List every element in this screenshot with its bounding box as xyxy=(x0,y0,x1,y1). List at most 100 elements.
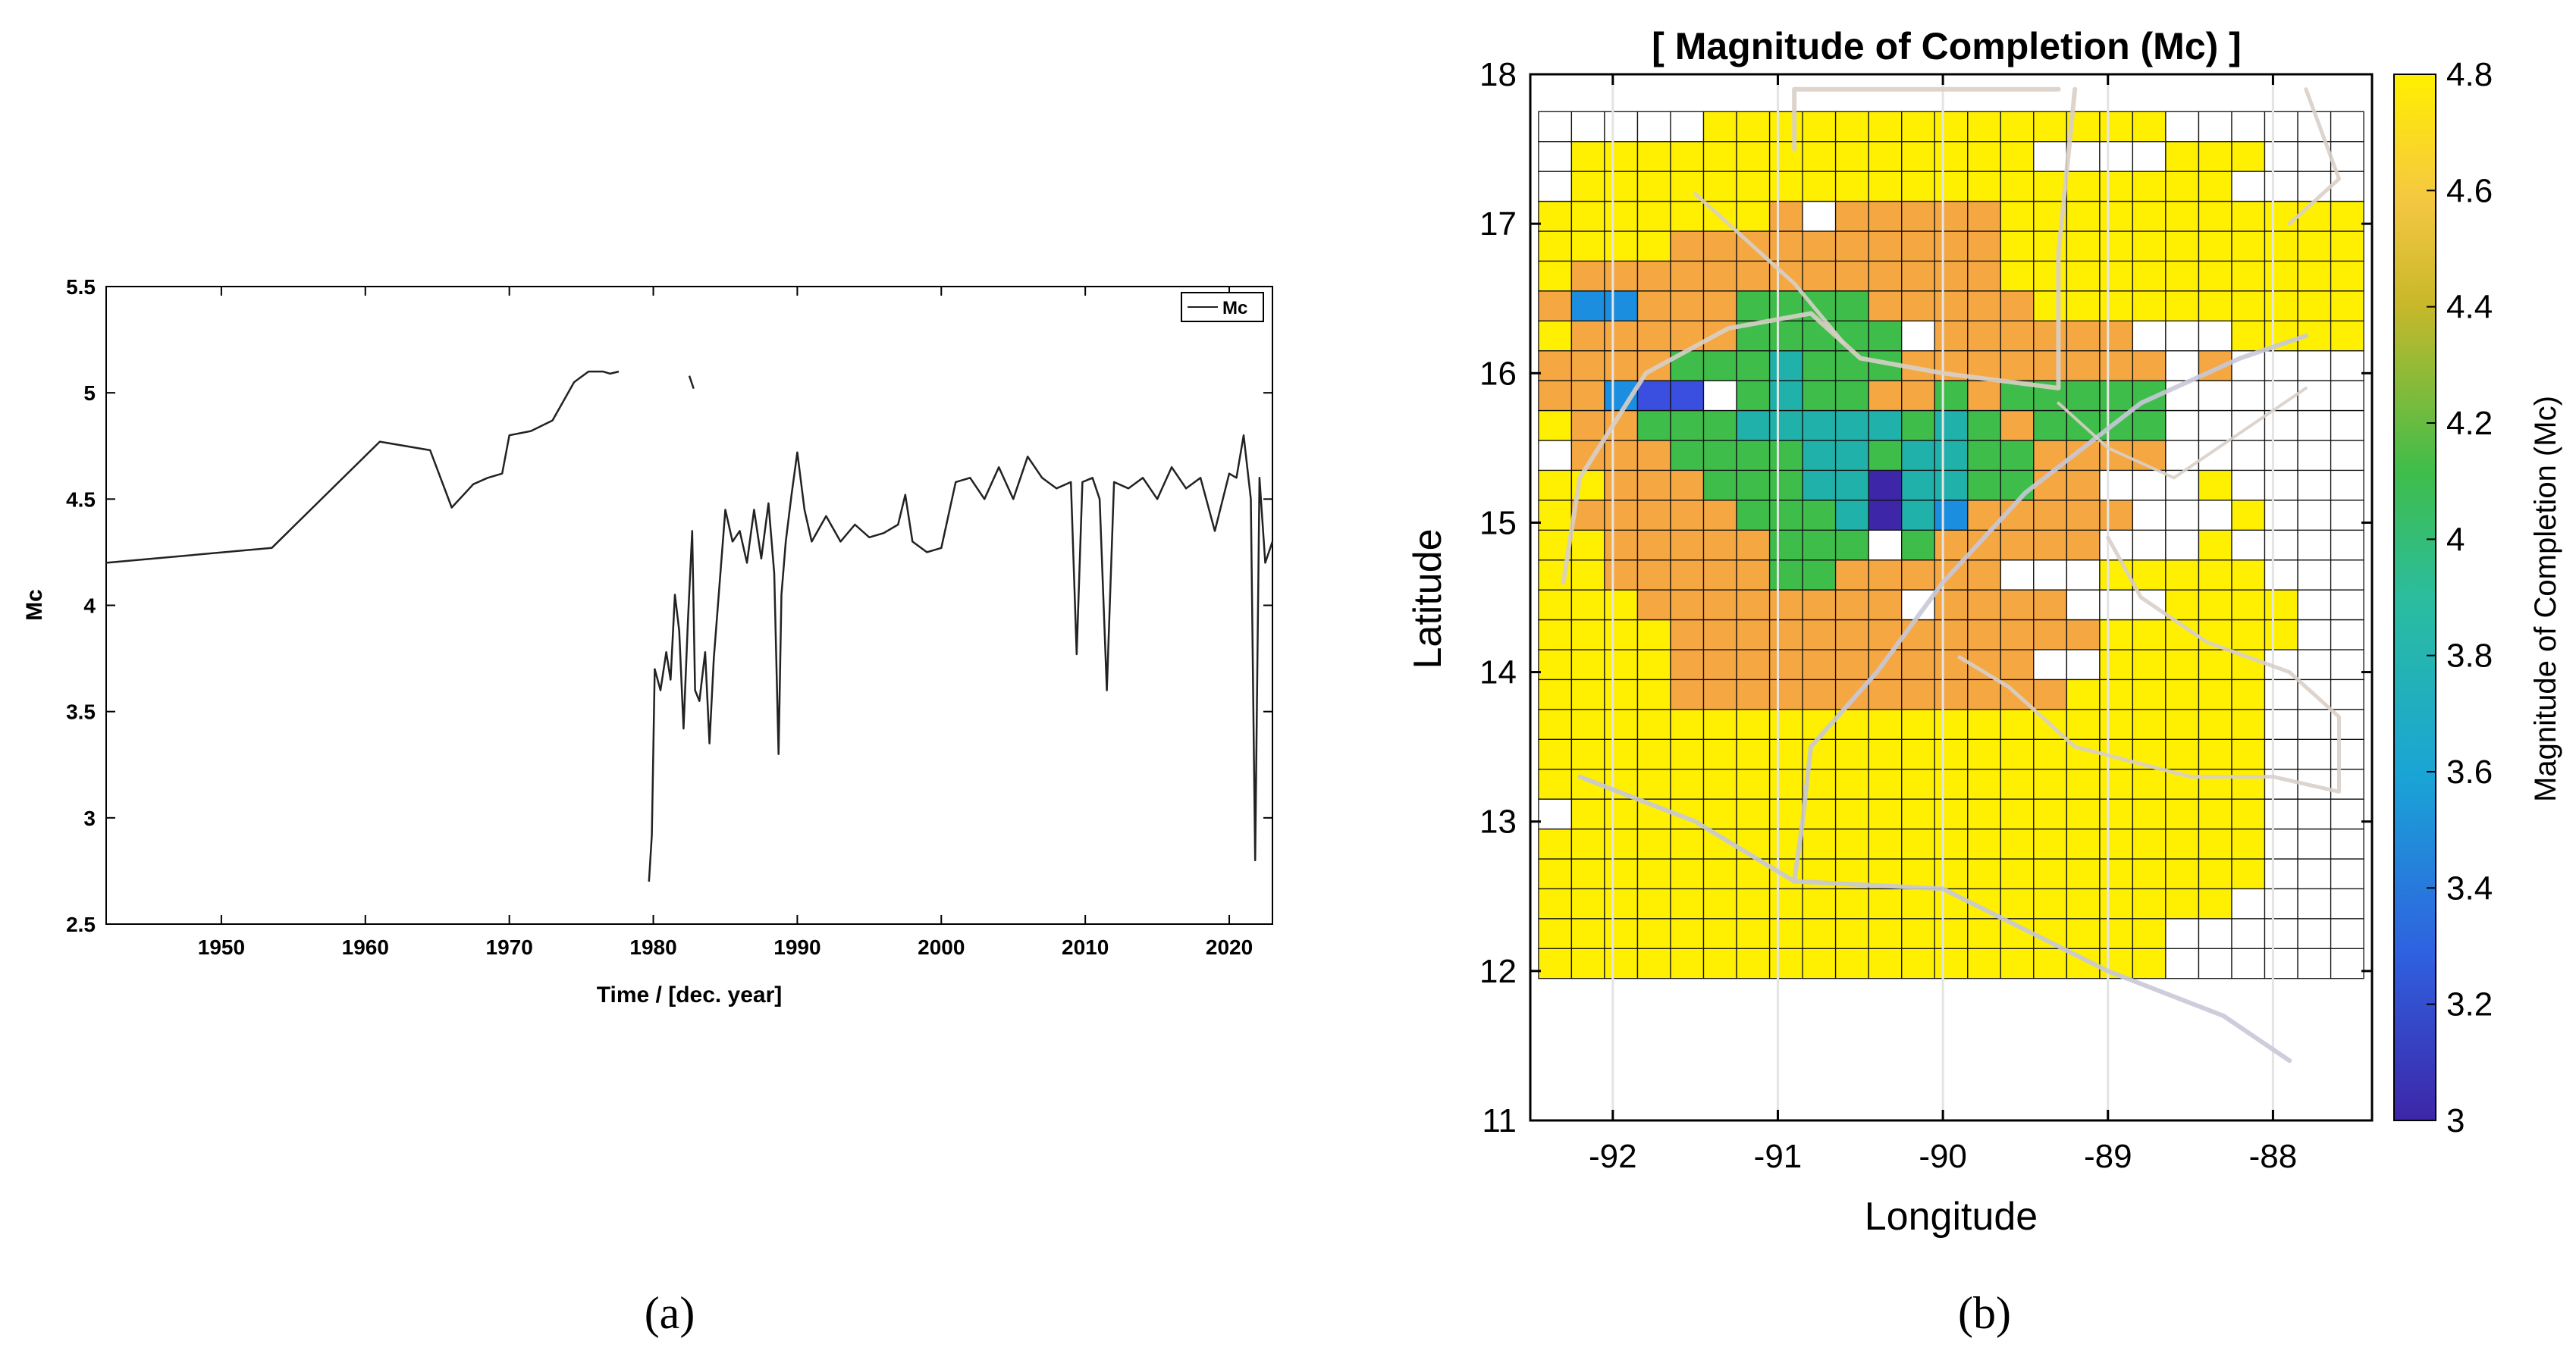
mc-grid-cell xyxy=(1538,200,1573,232)
mc-grid-cell xyxy=(1868,709,1903,740)
mc-grid-cell xyxy=(2330,500,2364,531)
mc-grid-cell xyxy=(2264,828,2298,860)
y-tick-label: 18 xyxy=(1479,56,1517,93)
mc-grid-cell xyxy=(1636,111,1671,143)
colorbar-tick-label: 3.4 xyxy=(2446,870,2493,907)
mc-grid-cell xyxy=(2165,230,2200,262)
mc-grid-cell xyxy=(2099,380,2134,412)
mc-grid-cell xyxy=(1538,500,1573,531)
mc-grid-cell xyxy=(1834,260,1869,292)
mc-grid-cell xyxy=(1802,828,1837,860)
mc-grid-cell xyxy=(1768,171,1803,202)
mc-grid-cell xyxy=(2231,469,2266,501)
mc-grid-cell xyxy=(2198,649,2232,681)
x-tick-label: 2000 xyxy=(918,935,965,959)
mc-grid-cell xyxy=(2132,678,2167,710)
mc-grid-cell xyxy=(2264,559,2298,591)
mc-grid-cell xyxy=(2132,111,2167,143)
mc-line-segment xyxy=(648,434,1274,882)
mc-grid-cell xyxy=(1702,111,1737,143)
mc-grid-cell xyxy=(2330,440,2364,472)
mc-grid-cell xyxy=(1768,559,1803,591)
mc-grid-cell xyxy=(2099,769,2134,800)
mc-grid-cell xyxy=(1802,111,1837,143)
mc-grid-cell xyxy=(1670,230,1705,262)
mc-grid-cell xyxy=(1736,409,1771,441)
mc-grid-cell xyxy=(1868,888,1903,920)
mc-grid-cell xyxy=(1868,200,1903,232)
mc-grid-cell xyxy=(1901,649,1935,681)
mc-grid-cell xyxy=(2264,111,2298,143)
mc-grid-cell xyxy=(2264,798,2298,830)
mc-grid-cell xyxy=(1570,828,1605,860)
mc-grid-cell xyxy=(1868,111,1903,143)
mc-grid-cell xyxy=(1670,769,1705,800)
mc-grid-cell xyxy=(1570,678,1605,710)
mc-grid-cell xyxy=(1604,858,1639,890)
colorbar-label: Magnitude of Completion (Mc) xyxy=(2529,396,2562,802)
mc-grid-cell xyxy=(1538,709,1573,740)
mc-grid-cell xyxy=(2231,529,2266,561)
mc-grid-cell xyxy=(1834,798,1869,830)
mc-grid-cell xyxy=(1702,678,1737,710)
mc-grid-cell xyxy=(2000,469,2035,501)
mc-grid-cell xyxy=(2231,559,2266,591)
mc-grid-cell xyxy=(1967,141,2001,172)
mc-grid-cell xyxy=(1570,350,1605,381)
mc-grid-cell xyxy=(2297,380,2332,412)
mc-grid-cell xyxy=(1868,290,1903,321)
mc-grid-cell xyxy=(1736,440,1771,472)
mc-grid-cell xyxy=(2033,858,2067,890)
mc-grid-cell xyxy=(2198,440,2232,472)
mc-grid-cell xyxy=(2099,469,2134,501)
mc-grid-cell xyxy=(2000,709,2035,740)
mc-grid-cell xyxy=(2000,409,2035,441)
mc-grid-cell xyxy=(1802,798,1837,830)
mc-grid-cell xyxy=(1802,440,1837,472)
mc-grid-cell xyxy=(1570,111,1605,143)
mc-grid-cell xyxy=(1901,918,1935,949)
mc-grid-cell xyxy=(2198,469,2232,501)
mc-grid-cell xyxy=(1570,948,1605,979)
mc-grid-cell xyxy=(2165,469,2200,501)
mc-grid-cell xyxy=(1670,709,1705,740)
mc-grid-cell xyxy=(1636,320,1671,352)
mc-grid-cell xyxy=(2330,380,2364,412)
colorbar-tick-label: 3.6 xyxy=(2446,754,2493,791)
y-tick-label: 4 xyxy=(83,594,96,618)
mc-grid-cell xyxy=(2330,888,2364,920)
mc-grid-cell xyxy=(1636,290,1671,321)
colorbar-tick-label: 4.4 xyxy=(2446,289,2493,326)
mc-grid-cell xyxy=(1967,111,2001,143)
mc-grid-cell xyxy=(2297,440,2332,472)
mc-grid-cell xyxy=(2132,858,2167,890)
mc-grid-cell xyxy=(2231,619,2266,650)
mc-grid-cell xyxy=(2132,290,2167,321)
mc-grid-cell xyxy=(1636,409,1671,441)
mc-grid-cell xyxy=(1702,858,1737,890)
mc-grid-cell xyxy=(2231,171,2266,202)
mc-grid-cell xyxy=(2165,649,2200,681)
mc-grid-cell xyxy=(2033,409,2067,441)
mc-grid-cell xyxy=(1768,619,1803,650)
mc-grid-cell xyxy=(1702,888,1737,920)
mc-grid-cell xyxy=(2099,828,2134,860)
mc-grid-cell xyxy=(1868,171,1903,202)
mc-grid-cell xyxy=(1636,469,1671,501)
mc-grid-cell xyxy=(2132,948,2167,979)
mc-grid-cell xyxy=(2066,290,2101,321)
mc-grid-cell xyxy=(1636,888,1671,920)
mc-grid-cell xyxy=(2165,858,2200,890)
mc-grid-cell xyxy=(2231,948,2266,979)
x-tick-label: 2010 xyxy=(1062,935,1109,959)
x-tick-label: -89 xyxy=(2084,1138,2132,1175)
mc-grid-cell xyxy=(1934,769,1969,800)
mc-grid-cell xyxy=(1604,200,1639,232)
mc-grid-cell xyxy=(1967,260,2001,292)
mc-grid-cell xyxy=(1636,171,1671,202)
mc-grid-cell xyxy=(1868,589,1903,621)
mc-grid-cell xyxy=(1702,469,1737,501)
mc-grid-cell xyxy=(2165,260,2200,292)
mc-grid-cell xyxy=(1538,111,1573,143)
mc-grid-cell xyxy=(1834,649,1869,681)
